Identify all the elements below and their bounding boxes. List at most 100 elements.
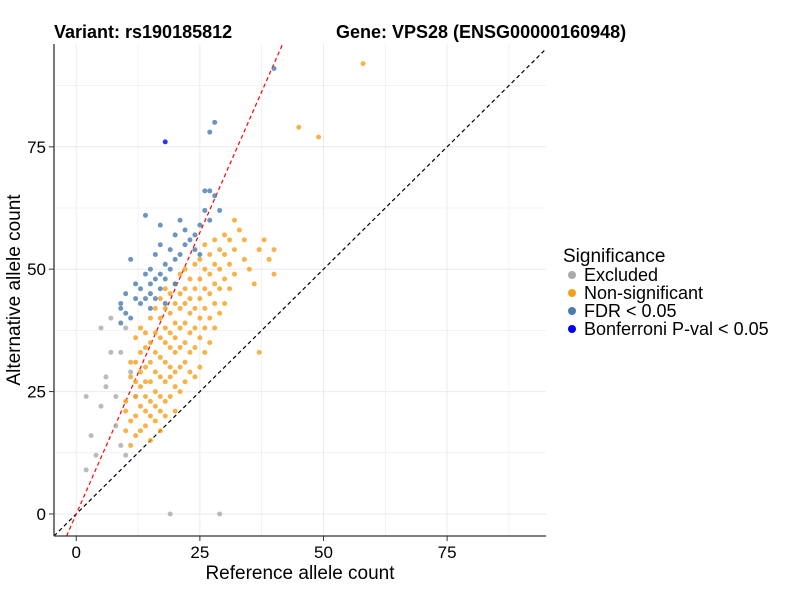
point-non-significant xyxy=(217,286,223,292)
point-non-significant xyxy=(172,300,178,306)
point-non-significant xyxy=(207,291,213,297)
point-excluded xyxy=(98,325,104,331)
point-non-significant xyxy=(231,247,237,253)
y-tick-label: 0 xyxy=(37,505,46,524)
point-excluded xyxy=(113,393,119,399)
point-fdr-0-05 xyxy=(118,305,124,311)
point-fdr-0-05 xyxy=(217,207,223,213)
point-non-significant xyxy=(152,349,158,355)
point-non-significant xyxy=(152,369,158,375)
point-non-significant xyxy=(217,310,223,316)
point-fdr-0-05 xyxy=(202,207,208,213)
point-fdr-0-05 xyxy=(192,232,198,238)
point-excluded xyxy=(118,349,124,355)
point-non-significant xyxy=(157,393,163,399)
point-non-significant xyxy=(123,428,129,434)
point-non-significant xyxy=(177,291,183,297)
point-non-significant xyxy=(157,296,163,302)
point-non-significant xyxy=(241,237,247,243)
point-non-significant xyxy=(296,124,302,130)
point-non-significant xyxy=(152,403,158,409)
point-non-significant xyxy=(133,393,139,399)
point-non-significant xyxy=(182,286,188,292)
point-non-significant xyxy=(217,247,223,253)
point-fdr-0-05 xyxy=(207,188,213,194)
point-fdr-0-05 xyxy=(147,281,153,287)
point-fdr-0-05 xyxy=(147,305,153,311)
point-non-significant xyxy=(142,345,148,351)
point-non-significant xyxy=(172,384,178,390)
point-non-significant xyxy=(128,374,134,380)
point-non-significant xyxy=(167,345,173,351)
point-non-significant xyxy=(133,433,139,439)
point-non-significant xyxy=(162,286,168,292)
point-fdr-0-05 xyxy=(271,65,277,71)
point-fdr-0-05 xyxy=(167,247,173,253)
point-non-significant xyxy=(212,237,218,243)
point-fdr-0-05 xyxy=(192,247,198,253)
point-non-significant xyxy=(167,393,173,399)
point-non-significant xyxy=(222,252,228,258)
point-excluded xyxy=(217,511,223,517)
point-non-significant xyxy=(167,291,173,297)
point-fdr-0-05 xyxy=(167,266,173,272)
point-excluded xyxy=(108,349,114,355)
point-non-significant xyxy=(202,305,208,311)
point-non-significant xyxy=(192,345,198,351)
point-fdr-0-05 xyxy=(123,310,129,316)
point-non-significant xyxy=(192,261,198,267)
x-tick-label: 50 xyxy=(314,543,333,562)
point-non-significant xyxy=(231,217,237,223)
point-non-significant xyxy=(182,379,188,385)
point-non-significant xyxy=(187,330,193,336)
point-excluded xyxy=(123,452,129,458)
point-fdr-0-05 xyxy=(142,212,148,218)
point-non-significant xyxy=(157,335,163,341)
point-non-significant xyxy=(162,398,168,404)
point-non-significant xyxy=(182,266,188,272)
point-non-significant xyxy=(256,247,262,253)
point-non-significant xyxy=(222,232,228,238)
point-excluded xyxy=(98,403,104,409)
point-fdr-0-05 xyxy=(212,193,218,199)
point-non-significant xyxy=(138,403,144,409)
point-non-significant xyxy=(192,305,198,311)
point-fdr-0-05 xyxy=(118,300,124,306)
legend-label: FDR < 0.05 xyxy=(584,301,677,321)
point-non-significant xyxy=(207,252,213,258)
point-non-significant xyxy=(251,281,257,287)
point-fdr-0-05 xyxy=(162,300,168,306)
point-non-significant xyxy=(157,315,163,321)
point-non-significant xyxy=(212,281,218,287)
point-excluded xyxy=(93,452,99,458)
point-fdr-0-05 xyxy=(162,276,168,282)
point-excluded xyxy=(88,433,94,439)
point-excluded xyxy=(103,374,109,380)
point-non-significant xyxy=(147,340,153,346)
point-fdr-0-05 xyxy=(147,291,153,297)
point-non-significant xyxy=(236,227,242,233)
point-non-significant xyxy=(197,256,203,262)
point-non-significant xyxy=(142,393,148,399)
x-tick-label: 0 xyxy=(72,543,81,562)
point-non-significant xyxy=(172,349,178,355)
point-non-significant xyxy=(167,310,173,316)
point-non-significant xyxy=(207,340,213,346)
point-non-significant xyxy=(172,369,178,375)
point-fdr-0-05 xyxy=(212,119,218,125)
point-non-significant xyxy=(182,340,188,346)
point-non-significant xyxy=(360,61,366,67)
point-non-significant xyxy=(128,359,134,365)
point-non-significant xyxy=(187,310,193,316)
point-fdr-0-05 xyxy=(152,276,158,282)
point-non-significant xyxy=(231,271,237,277)
point-non-significant xyxy=(162,325,168,331)
point-non-significant xyxy=(246,266,252,272)
point-excluded xyxy=(118,442,124,448)
data-points xyxy=(83,61,366,517)
point-excluded xyxy=(83,393,89,399)
point-non-significant xyxy=(192,325,198,331)
point-fdr-0-05 xyxy=(197,222,203,228)
point-non-significant xyxy=(162,305,168,311)
